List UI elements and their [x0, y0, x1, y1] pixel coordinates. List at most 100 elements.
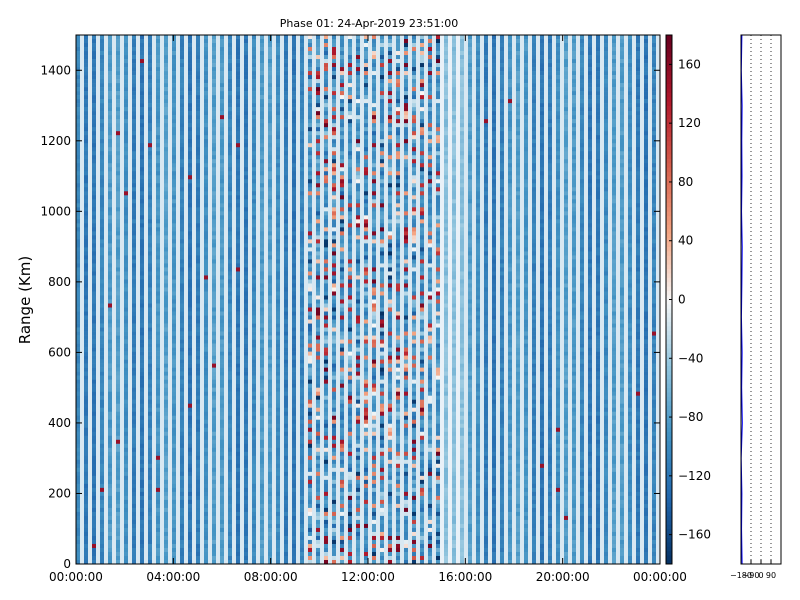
heatmap-cell [332, 239, 337, 244]
heatmap-cell [132, 147, 137, 152]
heatmap-cell [212, 239, 217, 244]
heatmap-cell [204, 143, 209, 148]
heatmap-cell [100, 435, 105, 441]
heatmap-cell [132, 555, 137, 561]
heatmap-cell [292, 499, 297, 505]
heatmap-cell [356, 95, 361, 100]
heatmap-cell [252, 511, 257, 517]
heatmap-cell [284, 99, 289, 104]
heatmap-cell [76, 375, 81, 380]
heatmap-gap [368, 35, 373, 564]
heatmap-cell [116, 519, 121, 525]
heatmap-cell [300, 347, 305, 352]
heatmap-cell [356, 371, 361, 376]
heatmap-cell [84, 211, 89, 216]
heatmap-cell [308, 375, 313, 380]
heatmap-cell [332, 531, 337, 537]
heatmap-cell [220, 175, 225, 180]
heatmap-cell [124, 159, 129, 164]
heatmap-cell [308, 107, 313, 112]
heatmap-cell [212, 487, 217, 493]
heatmap-cell [148, 479, 153, 485]
heatmap-cell [148, 351, 153, 356]
heatmap-cell [324, 35, 329, 40]
heatmap-cell [348, 355, 353, 360]
heatmap-cell [116, 263, 121, 268]
heatmap-cell [372, 127, 377, 132]
heatmap-cell [364, 207, 369, 212]
heatmap-cell [252, 475, 257, 481]
heatmap-cell [84, 187, 89, 192]
heatmap-cell [196, 399, 201, 404]
heatmap-cell [220, 199, 225, 204]
heatmap-cell [356, 155, 361, 160]
heatmap-cell [132, 315, 137, 320]
heatmap-cell [116, 83, 121, 88]
heatmap-cell [100, 79, 105, 84]
heatmap-cell [188, 147, 193, 152]
heatmap-cell [284, 387, 289, 392]
heatmap-cell [84, 387, 89, 392]
heatmap-cell [244, 535, 249, 541]
heatmap-cell [228, 431, 233, 437]
heatmap-cell [324, 375, 329, 380]
heatmap-cell [228, 95, 233, 100]
heatmap-cell [372, 315, 377, 320]
heatmap-cell [276, 211, 281, 216]
heatmap-cell [228, 283, 233, 288]
heatmap-cell [324, 255, 329, 260]
heatmap-cell [108, 315, 113, 320]
heatmap-cell [140, 215, 145, 220]
heatmap-cell [196, 243, 201, 248]
heatmap-cell [84, 487, 89, 493]
heatmap-cell [300, 187, 305, 192]
heatmap-cell [220, 439, 225, 445]
heatmap-cell [132, 327, 137, 332]
heatmap-cell [148, 331, 153, 336]
heatmap-cell [316, 471, 321, 477]
heatmap-cell [292, 79, 297, 84]
heatmap-cell [228, 307, 233, 312]
heatmap-cell [132, 175, 137, 180]
heatmap-cell [244, 467, 249, 473]
heatmap-cell [76, 115, 81, 120]
heatmap-cell [228, 519, 233, 525]
heatmap-cell [332, 255, 337, 260]
heatmap-cell [196, 307, 201, 312]
heatmap-cell [300, 55, 305, 60]
heatmap-cell [252, 495, 257, 501]
heatmap-cell [316, 187, 321, 192]
heatmap-cell [260, 527, 265, 533]
heatmap-cell [148, 375, 153, 380]
heatmap-cell [180, 99, 185, 104]
heatmap-cell [140, 155, 145, 160]
heatmap-cell [108, 115, 113, 120]
heatmap-cell [76, 559, 81, 565]
heatmap-cell [340, 159, 345, 164]
heatmap-cell [172, 523, 177, 529]
heatmap-cell [220, 383, 225, 388]
heatmap-cell [284, 395, 289, 400]
heatmap-cell [292, 515, 297, 521]
heatmap-cell [284, 491, 289, 497]
heatmap-cell [292, 111, 297, 116]
heatmap-cell [260, 419, 265, 425]
heatmap-cell [84, 347, 89, 352]
heatmap-cell [172, 203, 177, 208]
heatmap-cell [276, 347, 281, 352]
heatmap-cell [356, 227, 361, 232]
heatmap-cell [340, 131, 345, 136]
heatmap-cell [284, 271, 289, 276]
heatmap-cell [220, 479, 225, 485]
heatmap-cell [140, 271, 145, 276]
heatmap-cell [284, 139, 289, 144]
heatmap-cell [164, 323, 169, 328]
heatmap-cell [252, 107, 257, 112]
heatmap-cell [244, 43, 249, 48]
heatmap-cell [300, 103, 305, 108]
heatmap-cell [116, 275, 121, 280]
heatmap-cell [316, 499, 321, 505]
heatmap-cell [188, 143, 193, 148]
heatmap-cell [156, 503, 161, 509]
heatmap-cell [268, 235, 273, 240]
